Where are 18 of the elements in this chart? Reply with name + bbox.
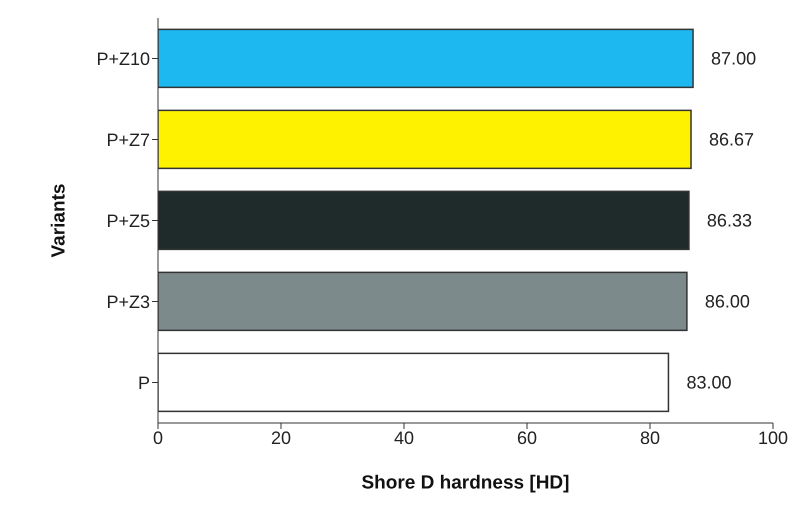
x-tick-label: 20: [270, 428, 292, 448]
data-label: 86.33: [706, 210, 752, 230]
y-tick-label: P: [138, 372, 150, 393]
x-tick-label: 80: [640, 428, 660, 448]
x-axis-title: Shore D hardness [HD]: [362, 472, 570, 494]
data-label: 87.00: [711, 48, 756, 68]
x-tick-label: 0: [152, 428, 164, 448]
x-tick-label: 60: [516, 428, 538, 448]
data-label: 83.00: [686, 372, 732, 392]
y-tick-label: P+Z7: [106, 130, 150, 150]
data-label: 86.00: [704, 291, 750, 312]
x-tick-label: 100: [758, 428, 788, 448]
y-tick-label: P+Z3: [106, 292, 150, 312]
data-label: 86.67: [709, 129, 754, 150]
y-axis-title: Variants: [48, 184, 70, 258]
y-tick-label: P+Z10: [96, 48, 150, 69]
y-tick-label: P+Z5: [106, 210, 150, 231]
x-tick-label: 40: [394, 428, 414, 448]
